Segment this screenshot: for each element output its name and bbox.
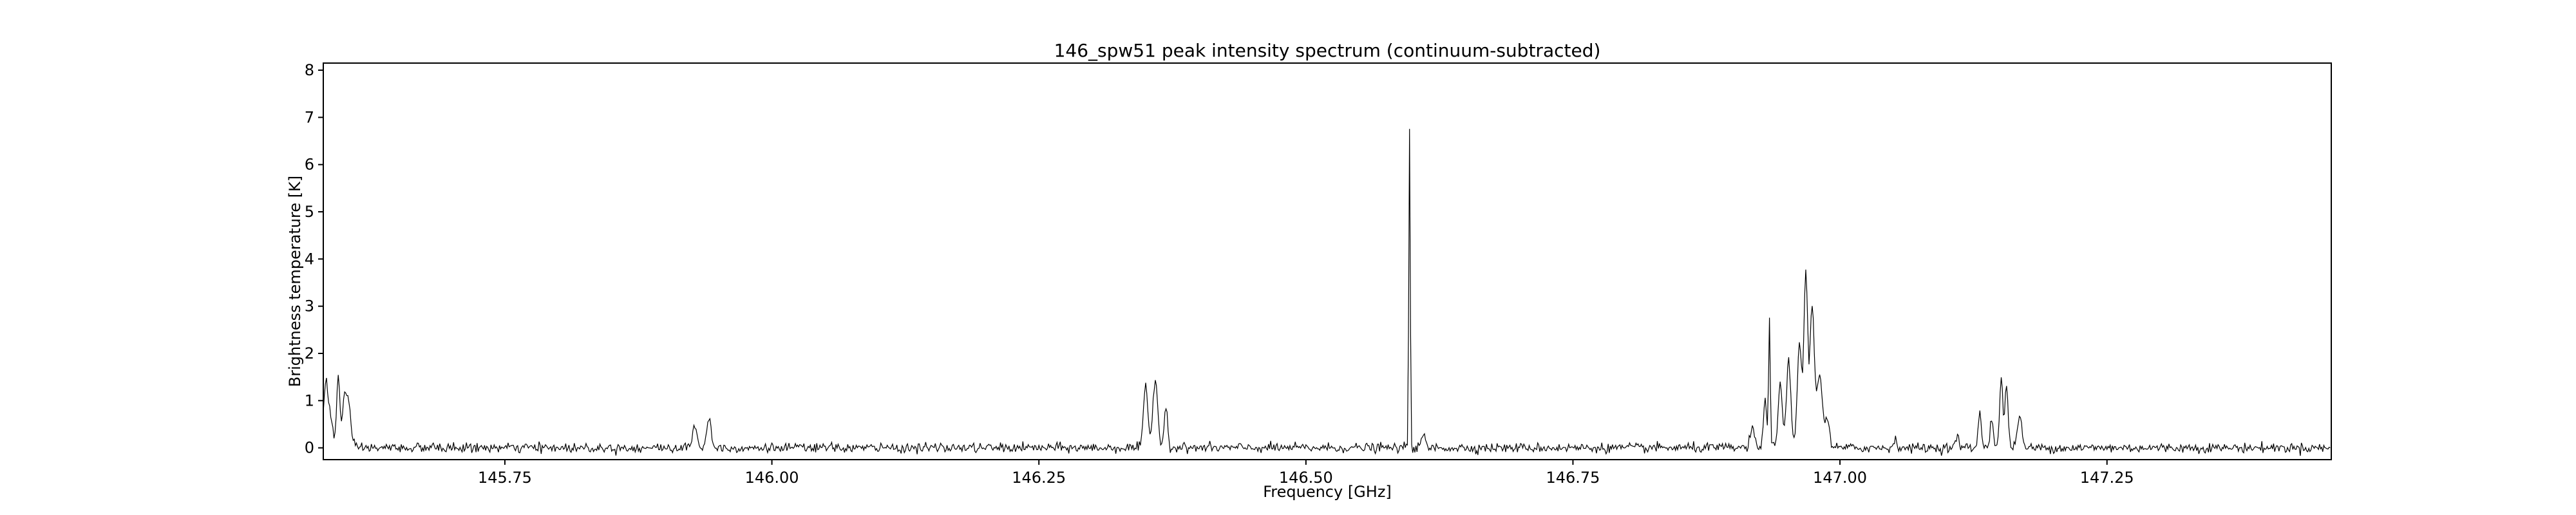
x-tick-label: 146.75	[1546, 469, 1600, 487]
y-tick-label: 1	[305, 391, 314, 409]
y-tick-label: 2	[305, 344, 314, 362]
y-axis: 0 1 2 3 4 5 6 7 8	[305, 61, 323, 457]
y-tick-label: 5	[305, 203, 314, 221]
plot-frame	[323, 62, 2332, 460]
x-tick-label: 146.50	[1279, 469, 1333, 487]
x-axis-label: Frequency [GHz]	[1263, 483, 1392, 501]
y-tick-label: 6	[305, 156, 314, 174]
x-tick-label: 146.25	[1012, 469, 1066, 487]
x-tick-label: 145.75	[478, 469, 532, 487]
plot-area	[323, 62, 2332, 460]
y-tick-label: 3	[305, 297, 314, 315]
chart-title: 146_spw51 peak intensity spectrum (conti…	[1054, 40, 1601, 61]
x-tick-label: 147.25	[2080, 469, 2134, 487]
x-tick-label: 147.00	[1813, 469, 1867, 487]
x-axis: 145.75 146.00 146.25 146.50 146.75 147.00 147.…	[478, 460, 2134, 487]
y-tick-label: 8	[305, 61, 314, 79]
spectrum-line	[323, 129, 2331, 456]
y-tick-label: 4	[305, 250, 314, 268]
y-axis-label: Brightness temperature [K]	[286, 176, 304, 387]
x-tick-label: 146.00	[745, 469, 799, 487]
y-tick-label: 7	[305, 108, 314, 126]
y-tick-label: 0	[305, 439, 314, 457]
